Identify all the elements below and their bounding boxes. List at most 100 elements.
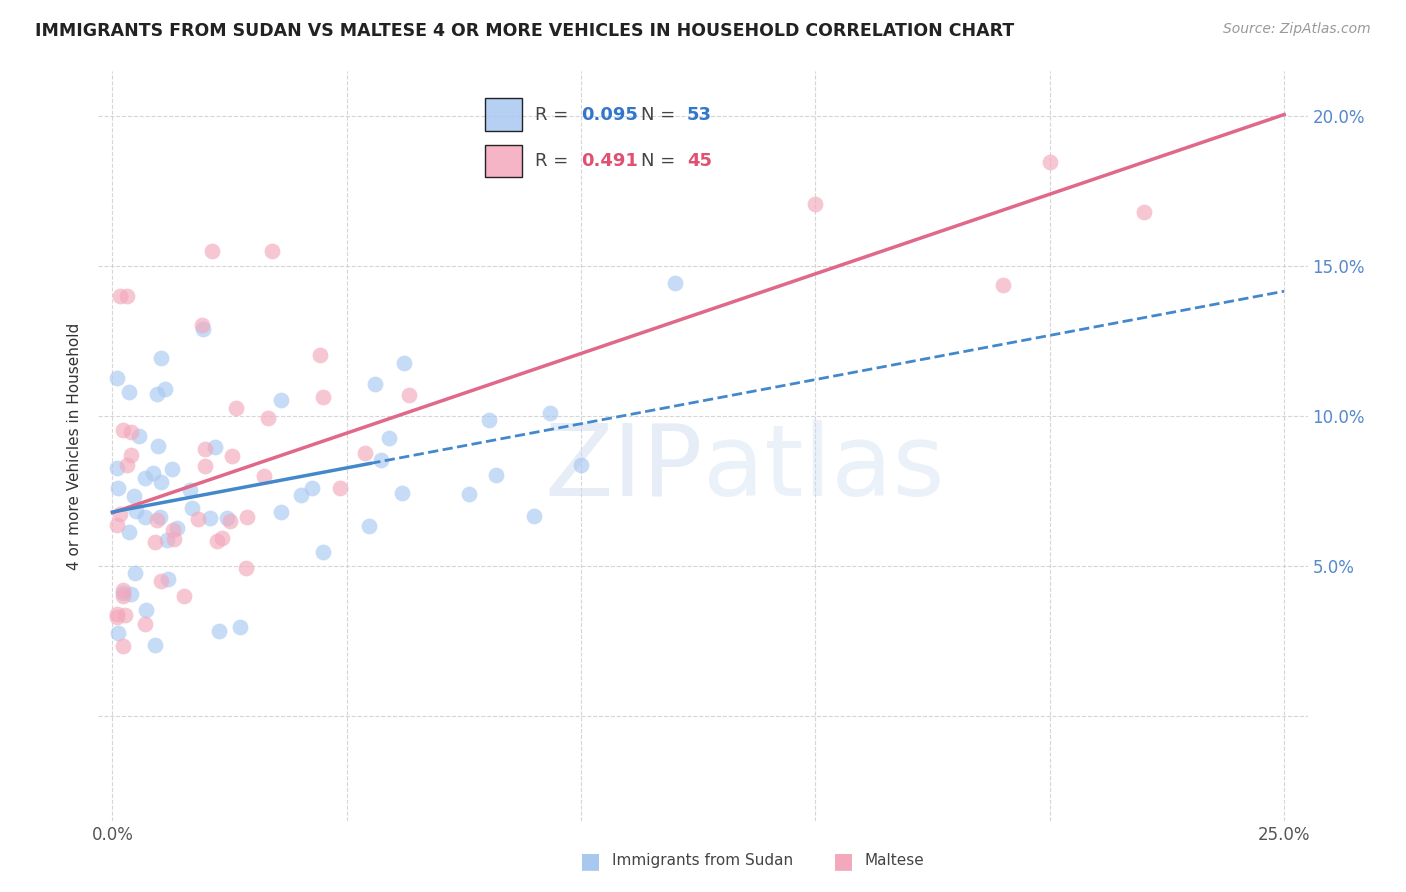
Point — [354, 446, 377, 460]
Point — [120, 586, 142, 600]
Point — [187, 512, 209, 526]
Point — [235, 561, 257, 575]
Point — [204, 440, 226, 454]
Point — [191, 322, 214, 336]
Point — [991, 278, 1014, 293]
Text: ■: ■ — [834, 851, 853, 871]
Point — [523, 508, 546, 523]
Point — [166, 521, 188, 535]
Point — [163, 532, 186, 546]
Point — [194, 459, 217, 474]
Point — [457, 487, 479, 501]
Point — [257, 411, 280, 425]
Point — [309, 348, 332, 362]
Point — [357, 518, 380, 533]
Text: ■: ■ — [581, 851, 600, 871]
Point — [150, 475, 173, 490]
Point — [262, 244, 284, 259]
Text: Maltese: Maltese — [865, 854, 924, 868]
Point — [107, 626, 129, 640]
Point — [329, 481, 352, 495]
Point — [120, 448, 142, 462]
Point — [181, 501, 204, 516]
Point — [236, 510, 259, 524]
Point — [120, 425, 142, 440]
Point — [117, 384, 139, 399]
Point — [114, 607, 136, 622]
Point — [1132, 204, 1154, 219]
Point — [162, 462, 184, 476]
Point — [124, 566, 146, 580]
Point — [134, 617, 156, 632]
Point — [134, 510, 156, 524]
Point — [156, 533, 179, 547]
Point — [207, 533, 229, 548]
Point — [225, 401, 247, 415]
Point — [229, 620, 252, 634]
Point — [124, 489, 146, 503]
Point — [173, 589, 195, 603]
Point — [270, 505, 292, 519]
Point — [391, 486, 413, 500]
Point — [208, 624, 231, 638]
Point — [664, 276, 686, 290]
Point — [115, 289, 138, 303]
Point — [538, 406, 561, 420]
Point — [105, 461, 128, 475]
Point — [105, 518, 128, 533]
Point — [569, 458, 592, 472]
Point — [134, 471, 156, 485]
Point — [804, 196, 827, 211]
Point — [110, 507, 132, 521]
Point — [150, 351, 173, 365]
Point — [142, 467, 165, 481]
Text: ZIP: ZIP — [544, 420, 703, 517]
Point — [301, 481, 323, 495]
Point — [290, 488, 312, 502]
Point — [398, 388, 420, 402]
Y-axis label: 4 or more Vehicles in Household: 4 or more Vehicles in Household — [67, 322, 83, 570]
Point — [312, 545, 335, 559]
Point — [219, 514, 242, 528]
Point — [135, 603, 157, 617]
Point — [128, 429, 150, 443]
Text: IMMIGRANTS FROM SUDAN VS MALTESE 4 OR MORE VEHICLES IN HOUSEHOLD CORRELATION CHA: IMMIGRANTS FROM SUDAN VS MALTESE 4 OR MO… — [35, 22, 1014, 40]
Point — [370, 453, 392, 467]
Text: Immigrants from Sudan: Immigrants from Sudan — [612, 854, 793, 868]
Point — [153, 382, 176, 396]
Point — [179, 483, 201, 498]
Point — [143, 638, 166, 652]
Point — [143, 535, 166, 549]
Point — [146, 387, 169, 401]
Point — [194, 442, 217, 457]
Point — [111, 423, 134, 437]
Point — [312, 391, 335, 405]
Point — [392, 356, 415, 370]
Point — [111, 589, 134, 603]
Point — [111, 582, 134, 597]
Point — [201, 244, 224, 259]
Point — [105, 607, 128, 621]
Point — [111, 586, 134, 600]
Point — [115, 458, 138, 473]
Point — [198, 510, 221, 524]
Point — [363, 376, 385, 391]
Text: atlas: atlas — [703, 420, 945, 517]
Point — [191, 318, 214, 333]
Point — [111, 639, 134, 653]
Point — [157, 572, 180, 586]
Point — [253, 469, 276, 483]
Point — [125, 504, 148, 518]
Point — [149, 574, 172, 588]
Point — [107, 481, 129, 495]
Point — [118, 524, 141, 539]
Text: Source: ZipAtlas.com: Source: ZipAtlas.com — [1223, 22, 1371, 37]
Point — [478, 412, 501, 426]
Point — [1039, 154, 1062, 169]
Point — [221, 449, 243, 463]
Point — [162, 523, 184, 537]
Point — [485, 467, 508, 482]
Point — [146, 440, 169, 454]
Point — [270, 393, 292, 408]
Point — [377, 431, 399, 445]
